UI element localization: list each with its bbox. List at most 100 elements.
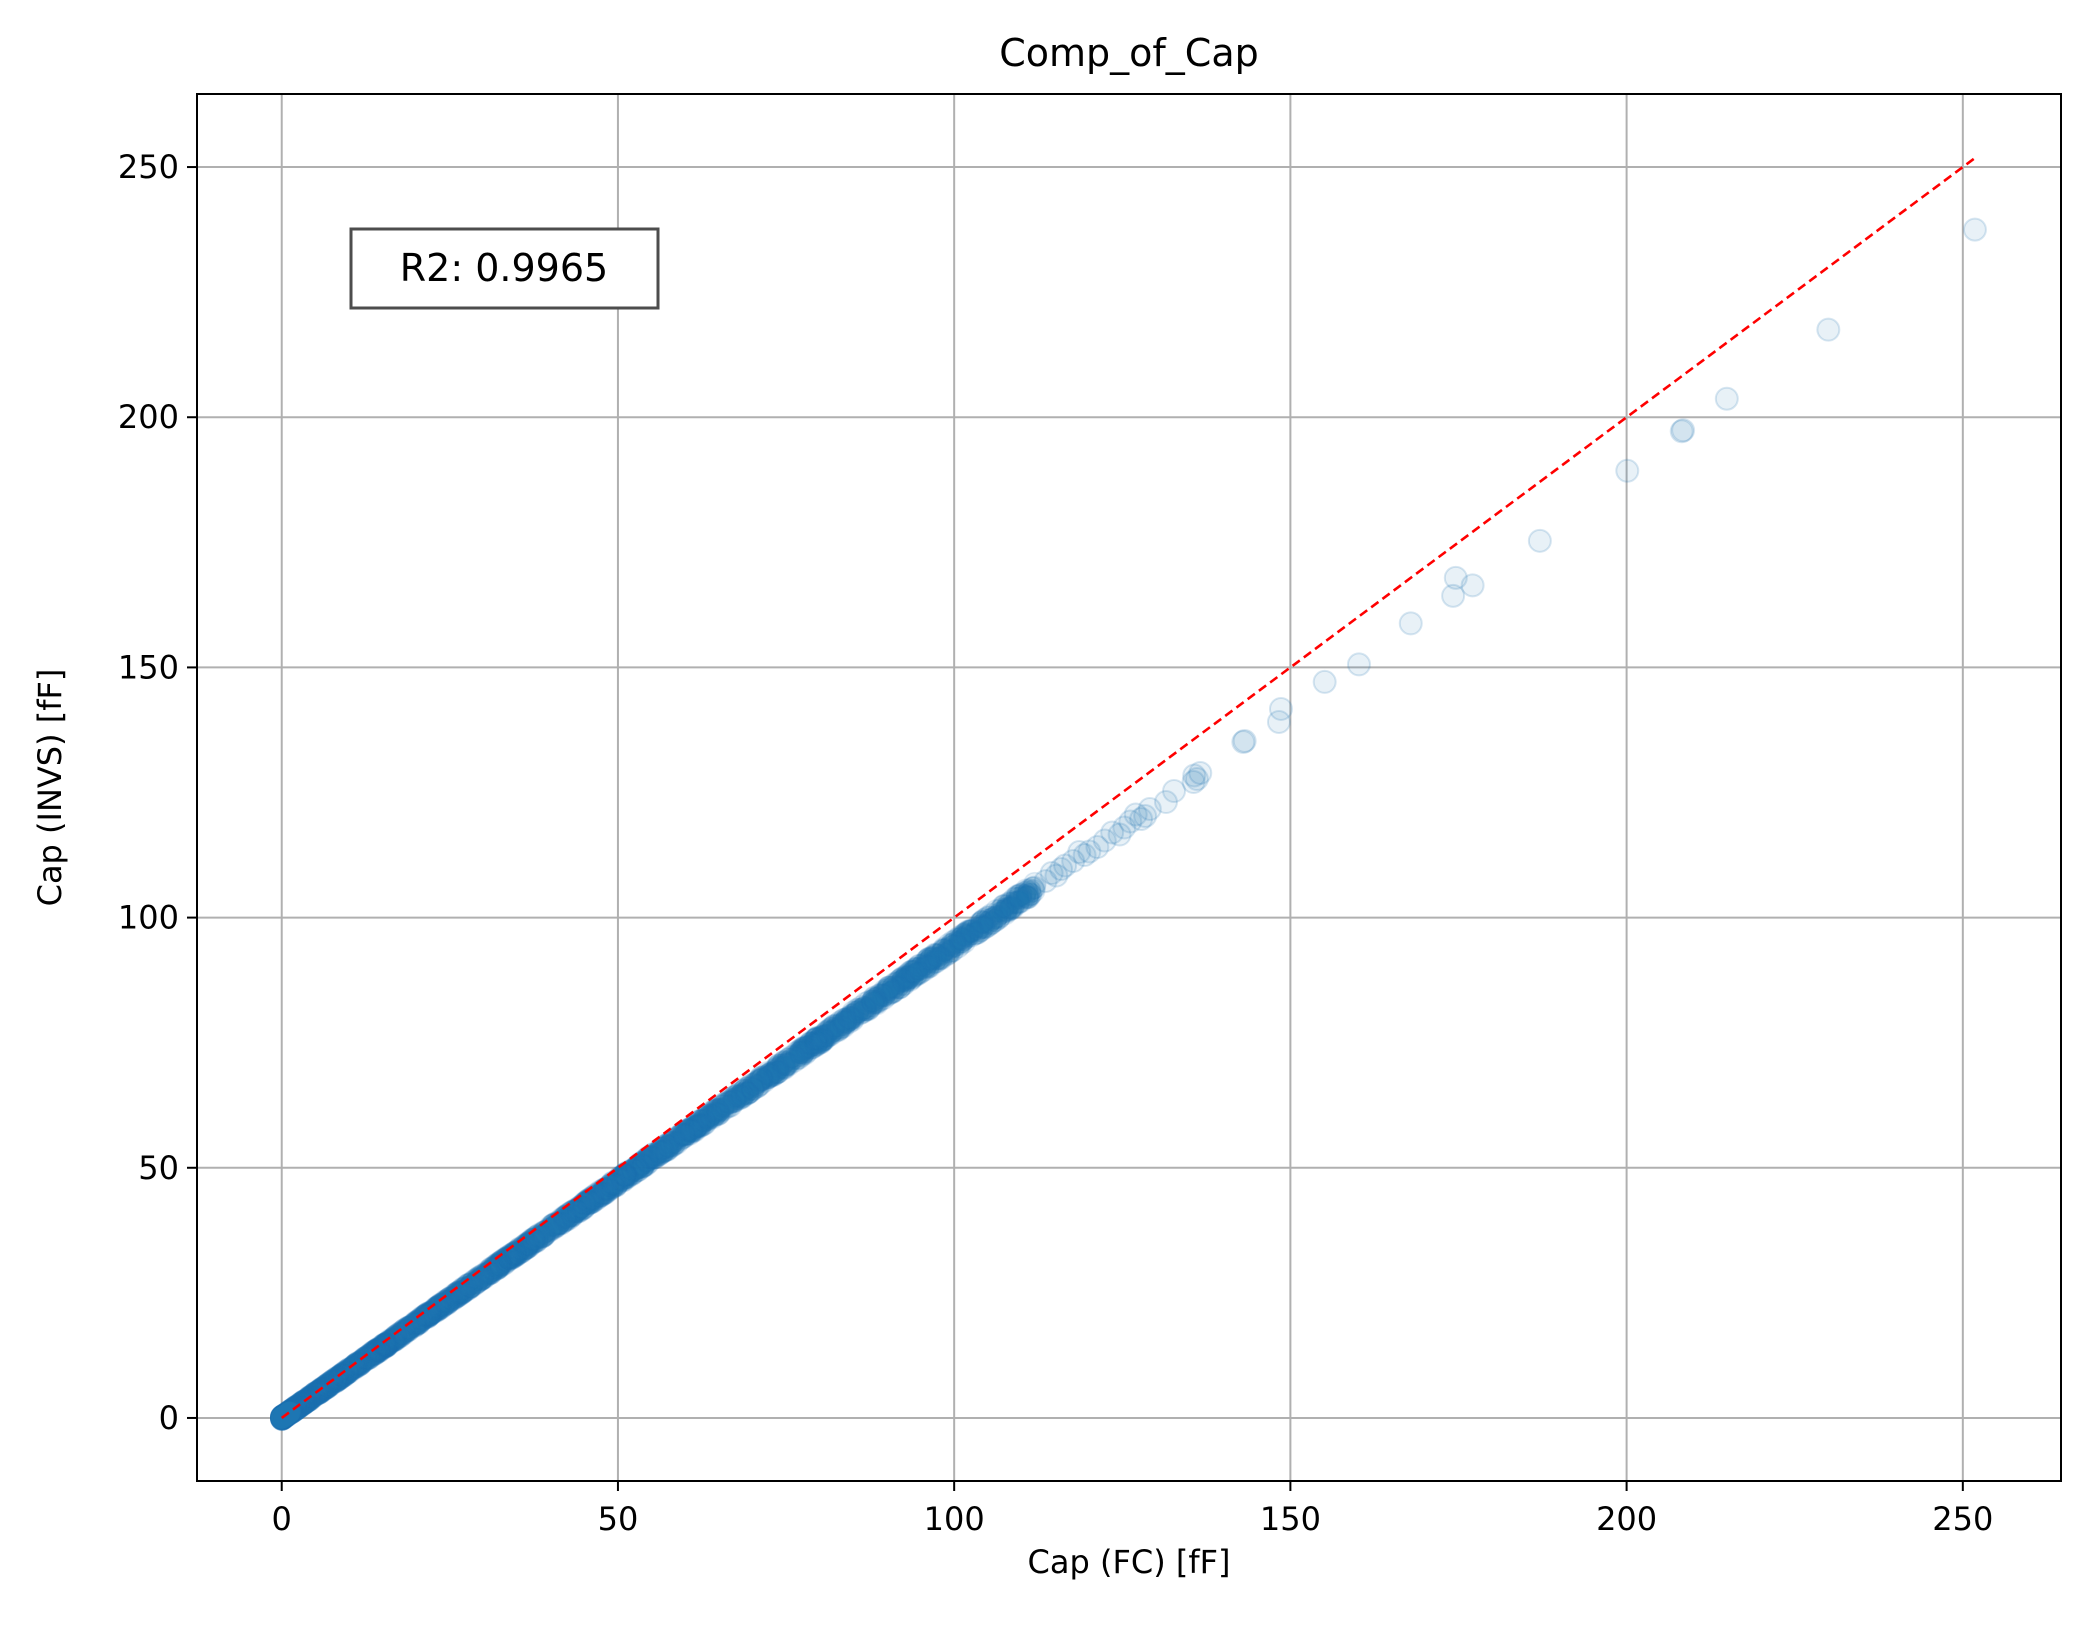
data-point [353, 1346, 377, 1370]
data-point [651, 1139, 676, 1163]
data-point [683, 1117, 708, 1141]
data-point [425, 1295, 450, 1320]
data-point [999, 889, 1023, 914]
data-point [581, 1189, 605, 1214]
data-point [999, 897, 1023, 921]
data-point [433, 1290, 458, 1314]
data-point [576, 1191, 601, 1215]
data-point [343, 1355, 368, 1379]
data-point [359, 1342, 384, 1367]
data-point [1016, 881, 1041, 905]
data-point [863, 987, 887, 1011]
data-point [470, 1264, 495, 1289]
data-point [597, 1178, 621, 1202]
data-point [774, 1053, 799, 1077]
data-point [727, 1084, 752, 1108]
data-point [1006, 891, 1030, 916]
data-point [825, 1014, 849, 1038]
data-point [876, 981, 901, 1005]
data-point [438, 1286, 463, 1310]
data-point [814, 1023, 838, 1048]
data-point [703, 1102, 728, 1127]
data-point [756, 1060, 780, 1085]
data-point [1002, 891, 1027, 915]
data-point [678, 1118, 703, 1142]
data-point [872, 978, 897, 1003]
data-point [839, 1005, 864, 1029]
data-point [907, 954, 931, 978]
data-point [799, 1036, 824, 1060]
data-point [719, 1088, 743, 1113]
data-point [414, 1302, 439, 1326]
data-point [591, 1182, 615, 1207]
data-point [396, 1315, 420, 1340]
data-point [836, 1009, 861, 1033]
data-point [580, 1190, 604, 1214]
data-point [679, 1116, 703, 1141]
data-point [395, 1318, 419, 1342]
data-point [736, 1080, 760, 1105]
data-point [393, 1320, 417, 1344]
data-point [346, 1352, 371, 1376]
data-point [899, 962, 924, 986]
data-point [750, 1067, 774, 1091]
data-point [672, 1124, 697, 1149]
data-point [627, 1155, 652, 1179]
data-point [1015, 885, 1040, 910]
data-point [819, 1016, 844, 1041]
data-point [809, 1029, 833, 1054]
data-point [629, 1152, 653, 1176]
data-point [624, 1155, 648, 1180]
data-point [888, 975, 913, 999]
data-point [409, 1307, 433, 1331]
data-point [805, 1025, 829, 1050]
data-point [826, 1018, 851, 1043]
data-point [491, 1252, 516, 1277]
data-point [867, 983, 892, 1007]
data-point [888, 967, 913, 992]
data-point [929, 944, 954, 969]
data-point [955, 925, 979, 949]
data-point [386, 1325, 410, 1349]
data-point [669, 1122, 693, 1147]
data-point [811, 1027, 835, 1051]
data-point [712, 1094, 736, 1118]
data-point [428, 1294, 452, 1319]
data-point [1669, 419, 1694, 444]
data-point [350, 1349, 375, 1374]
data-point [755, 1066, 780, 1090]
data-point [905, 962, 929, 987]
data-point [695, 1105, 719, 1130]
data-point [391, 1318, 416, 1343]
data-point [634, 1152, 659, 1177]
data-point [917, 946, 942, 970]
data-point [828, 1010, 852, 1034]
data-point [337, 1360, 361, 1384]
data-point [378, 1330, 402, 1354]
data-point [994, 898, 1019, 922]
data-point [390, 1322, 414, 1347]
data-point [826, 1011, 850, 1036]
data-point [400, 1312, 425, 1337]
data-point [923, 947, 948, 971]
data-point [594, 1177, 618, 1201]
data-point [810, 1028, 835, 1052]
data-point [776, 1051, 801, 1076]
data-point [837, 1007, 861, 1032]
data-point [626, 1154, 650, 1178]
data-point [398, 1314, 423, 1339]
data-point [801, 1033, 826, 1057]
data-point [714, 1090, 739, 1115]
data-point [429, 1292, 453, 1317]
data-point [991, 899, 1015, 923]
data-point [891, 967, 916, 992]
data-point [650, 1140, 674, 1165]
data-point [330, 1364, 355, 1388]
data-point [837, 1008, 861, 1032]
data-point [340, 1357, 365, 1381]
data-point [629, 1152, 653, 1176]
data-point [932, 938, 957, 963]
data-point [793, 1041, 818, 1066]
data-point [804, 1033, 828, 1057]
data-point [436, 1289, 460, 1314]
